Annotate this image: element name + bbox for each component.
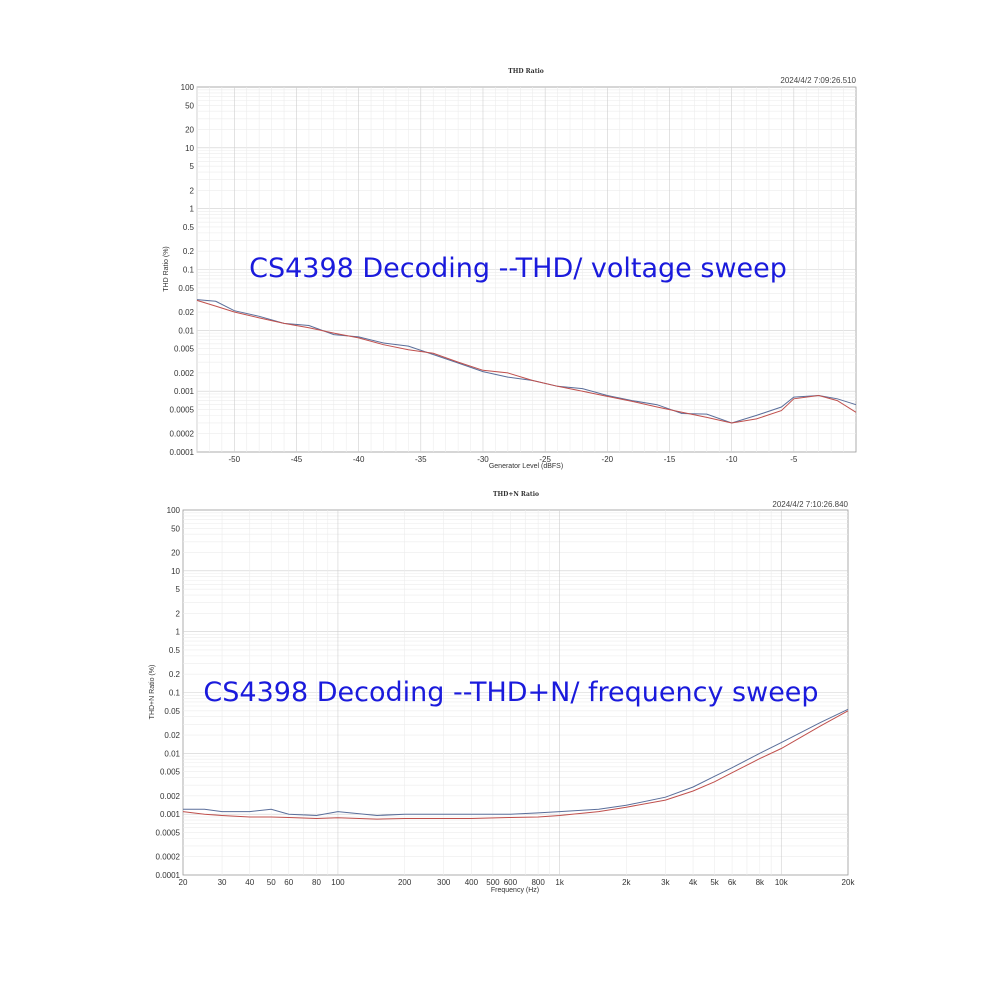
x-tick-labels: 20 30 40 50 60 80 100 200 300 400 500 600 800 1k 2k 3k 4…: [179, 878, 856, 887]
x-tick-label: 200: [398, 878, 412, 887]
chart-title: THD Ratio: [508, 68, 544, 75]
x-tick-label: 60: [284, 878, 293, 887]
y-tick-label: 1: [190, 205, 195, 214]
y-tick-label: 0.02: [164, 731, 180, 740]
x-tick-label: 10k: [775, 878, 789, 887]
y-tick-label: 0.05: [178, 284, 194, 293]
x-tick-label: 300: [437, 878, 451, 887]
x-tick-label: -20: [602, 455, 614, 464]
chart-timestamp: 2024/4/2 7:09:26.510: [780, 76, 856, 85]
x-tick-label: -40: [353, 455, 365, 464]
y-tick-label: 0.05: [164, 707, 180, 716]
y-tick-label: 10: [185, 144, 194, 153]
chart-timestamp: 2024/4/2 7:10:26.840: [772, 500, 848, 509]
y-tick-label: 0.5: [183, 223, 195, 232]
y-tick-label: 0.5: [169, 646, 181, 655]
x-tick-label: -30: [477, 455, 489, 464]
y-tick-label: 0.0001: [156, 871, 181, 880]
y-tick-label: 2: [190, 186, 195, 195]
y-tick-label: 10: [171, 567, 180, 576]
x-tick-label: 30: [218, 878, 227, 887]
x-tick-label: 500: [486, 878, 500, 887]
y-tick-labels: 100 50 20 10 5 2 1 0.5 0.2 0.1 0.05 0.02 0.01 0.005 0.…: [156, 506, 181, 880]
x-tick-label: 80: [312, 878, 321, 887]
x-tick-label: -15: [664, 455, 676, 464]
y-tick-label: 100: [167, 506, 181, 515]
y-axis-label: THD Ratio (%): [163, 246, 170, 292]
y-tick-label: 50: [185, 101, 194, 110]
y-tick-label: 0.1: [169, 689, 181, 698]
x-tick-label: 400: [465, 878, 479, 887]
x-tick-label: -5: [790, 455, 798, 464]
series-line-2: [182, 710, 849, 820]
y-tick-label: 5: [176, 585, 181, 594]
y-tick-label: 0.2: [183, 247, 195, 256]
thd-voltage-sweep-chart: THD Ratio 2024/4/2 7:09:26.510 AP -50-45…: [163, 68, 857, 470]
overlay-annotation: CS4398 Decoding --THD+N/ frequency sweep: [203, 677, 818, 708]
y-tick-label: 0.002: [174, 369, 195, 378]
y-tick-label: 0.1: [183, 266, 195, 275]
x-tick-labels: -50 -45 -40 -35 -30 -25 -20 -15 -10 -5: [229, 455, 798, 464]
y-tick-label: 0.0005: [170, 405, 195, 414]
y-tick-label: 0.001: [174, 387, 195, 396]
x-tick-label: 800: [531, 878, 545, 887]
y-tick-label: 100: [181, 83, 195, 92]
y-tick-label: 0.005: [174, 345, 195, 354]
x-tick-label: 8k: [756, 878, 765, 887]
x-tick-label: 20: [179, 878, 188, 887]
y-tick-label: 0.002: [160, 792, 181, 801]
x-tick-label: 20k: [842, 878, 856, 887]
y-tick-label: 0.01: [178, 326, 194, 335]
overlay-annotation: CS4398 Decoding --THD/ voltage sweep: [249, 253, 787, 284]
y-tick-label: 0.001: [160, 810, 181, 819]
x-tick-label: 5k: [710, 878, 719, 887]
y-tick-label: 0.02: [178, 308, 194, 317]
y-axis-label: THD+N Ratio (%): [149, 665, 156, 720]
y-tick-label: 0.2: [169, 670, 181, 679]
x-tick-label: 600: [504, 878, 518, 887]
x-tick-label: -50: [229, 455, 241, 464]
y-tick-label: 2: [176, 609, 181, 618]
x-tick-label: 100: [331, 878, 345, 887]
y-tick-label: 20: [185, 126, 194, 135]
y-tick-label: 50: [171, 524, 180, 533]
y-tick-label: 1: [176, 628, 181, 637]
series-line-1: [183, 708, 849, 817]
x-tick-label: 6k: [728, 878, 737, 887]
x-tick-label: 3k: [661, 878, 670, 887]
y-tick-labels: 100 50 20 10 5 2 1 0.5 0.2 0.1 0.05 0.02 0.01 0.005 0.…: [170, 83, 195, 457]
series-lines: [196, 299, 857, 424]
series-lines: [182, 708, 849, 820]
x-tick-label: -45: [291, 455, 303, 464]
x-tick-label: -10: [726, 455, 738, 464]
x-tick-label: 1k: [555, 878, 564, 887]
x-tick-label: -25: [539, 455, 551, 464]
y-tick-label: 0.0005: [156, 828, 181, 837]
grid: [183, 510, 848, 875]
series-line-2: [196, 299, 857, 424]
x-axis-label: Frequency (Hz): [491, 887, 539, 894]
y-tick-label: 20: [171, 549, 180, 558]
y-tick-label: 5: [190, 162, 195, 171]
y-tick-label: 0.005: [160, 768, 181, 777]
y-tick-label: 0.0001: [170, 448, 195, 457]
x-axis-label: Generator Level (dBFS): [489, 463, 563, 470]
y-tick-label: 0.0002: [156, 853, 181, 862]
x-tick-label: 50: [267, 878, 276, 887]
x-tick-label: -35: [415, 455, 427, 464]
x-tick-label: 40: [245, 878, 254, 887]
thdn-frequency-sweep-chart: THD+N Ratio 2024/4/2 7:10:26.840 AP 2030…: [149, 491, 855, 894]
grid: [196, 87, 856, 452]
chart-title: THD+N Ratio: [493, 491, 539, 498]
y-tick-label: 0.01: [164, 749, 180, 758]
y-tick-label: 0.0002: [170, 430, 195, 439]
x-tick-label: 2k: [622, 878, 631, 887]
x-tick-label: 4k: [689, 878, 698, 887]
